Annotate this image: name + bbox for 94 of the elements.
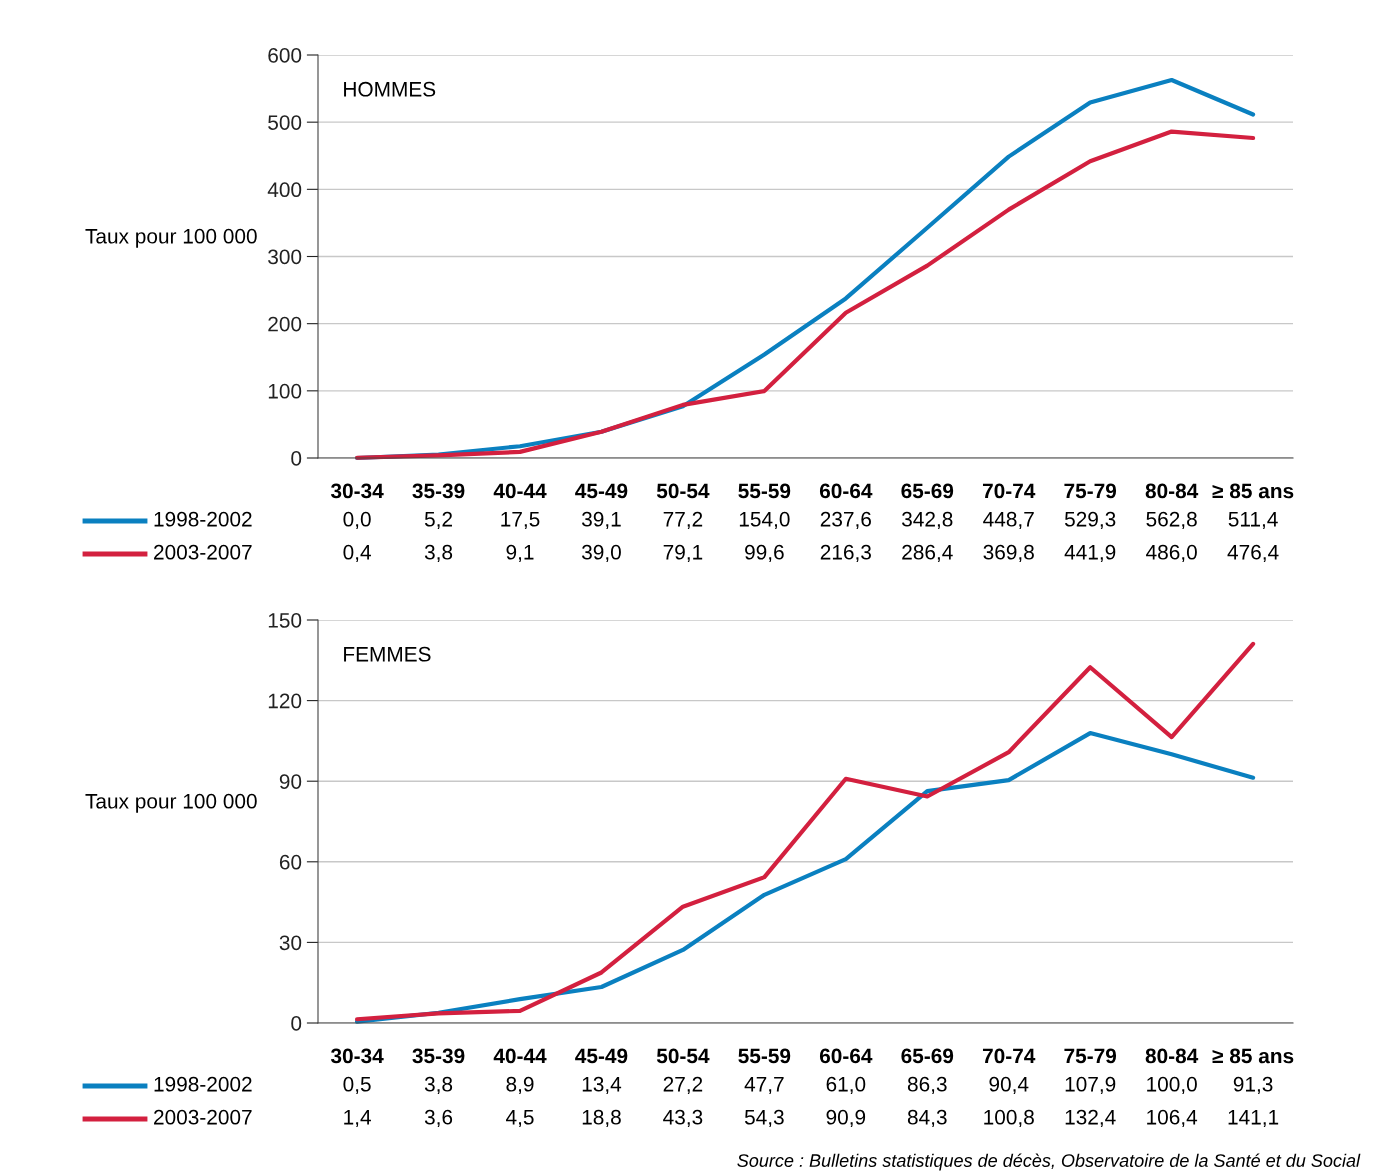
- data-label: 17,5: [501, 512, 540, 530]
- x-tick-label: 60-64: [819, 483, 873, 499]
- data-label: 511,4: [1228, 512, 1278, 530]
- x-tick-label: 40-44: [493, 483, 547, 499]
- y-tick-label: 0: [291, 1016, 302, 1031]
- y-tick-label: 200: [268, 316, 302, 332]
- x-tick-label: 80-84: [1145, 483, 1199, 499]
- data-label: 47,7: [744, 1077, 784, 1095]
- x-tick-label: 35-39: [412, 1048, 465, 1064]
- y-tick-label: 60: [279, 854, 302, 870]
- data-label: 13,4: [582, 1076, 622, 1095]
- y-tick-label: 120: [268, 693, 302, 709]
- source-note: Source : Bulletins statistiques de décès, Observatoire de la Santé et du Social: [737, 1153, 1361, 1171]
- data-label: 5,2: [424, 511, 452, 530]
- data-label: 141,1: [1228, 1110, 1279, 1128]
- y-tick-label: 600: [268, 48, 302, 63]
- legend-label: 1998-2002: [154, 511, 252, 527]
- y-tick-label: 100: [268, 383, 302, 399]
- data-label: 237,6: [820, 511, 871, 530]
- x-tick-label: 50-54: [656, 1048, 710, 1064]
- text: HOMMES: [344, 81, 436, 97]
- data-label: 9,1: [506, 544, 534, 563]
- data-label: 43,3: [663, 1109, 703, 1128]
- data-label: 3,8: [424, 544, 453, 563]
- data-label: 441,9: [1064, 544, 1116, 563]
- data-label: 99,6: [745, 544, 784, 563]
- y-tick-label: 150: [268, 613, 302, 628]
- x-tick-label: 40-44: [493, 1048, 547, 1064]
- data-label: 529,3: [1064, 511, 1116, 530]
- x-tick-label: 45-49: [575, 1048, 628, 1064]
- x-tick-label: 30-34: [330, 483, 384, 499]
- data-label: 3,6: [424, 1109, 453, 1128]
- data-label: 54,3: [744, 1109, 784, 1128]
- x-tick-label: 70-74: [982, 483, 1036, 499]
- data-label: 18,8: [582, 1109, 621, 1128]
- data-label: 77,2: [663, 511, 703, 530]
- data-label: 86,3: [907, 1076, 947, 1095]
- y-axis-title: Taux pour 100 000: [85, 793, 257, 813]
- data-label: 90,9: [826, 1109, 866, 1128]
- x-tick-label: 55-59: [738, 1048, 791, 1064]
- data-label: 562,8: [1146, 511, 1197, 530]
- data-label: 286,4: [902, 544, 953, 563]
- data-label: 369,8: [983, 544, 1034, 563]
- y-tick-label: 400: [267, 182, 302, 198]
- x-tick-label: 70-74: [982, 1048, 1036, 1064]
- data-label: 154,0: [739, 511, 790, 530]
- x-tick-label: ≥ 85 ans: [1212, 483, 1294, 499]
- data-label: 216,3: [820, 544, 871, 563]
- x-tick-label: 45-49: [575, 483, 628, 499]
- x-tick-label: 75-79: [1064, 1048, 1117, 1064]
- data-label: 107,9: [1065, 1076, 1116, 1095]
- data-label: 8,9: [506, 1076, 534, 1095]
- y-tick-label: 30: [279, 935, 302, 951]
- legend-label: 2003-2007: [154, 1109, 252, 1125]
- y-axis-title: Taux pour 100 000: [85, 228, 257, 248]
- y-tick-label: 500: [268, 115, 302, 130]
- data-label: 106,4: [1147, 1109, 1198, 1128]
- x-tick-label: 75-79: [1064, 483, 1117, 499]
- data-label: 79,1: [663, 544, 703, 563]
- x-tick-label: 55-59: [738, 483, 791, 499]
- y-tick-label: 0: [291, 451, 302, 466]
- data-label: 91,3: [1233, 1076, 1273, 1095]
- data-label: 448,7: [983, 511, 1034, 530]
- x-tick-label: 60-64: [819, 1048, 873, 1064]
- x-tick-label: 30-34: [330, 1048, 384, 1064]
- data-label: 100,0: [1147, 1076, 1197, 1095]
- data-label: 4,5: [506, 1110, 534, 1128]
- x-tick-label: 65-69: [901, 1048, 954, 1064]
- x-tick-label: 80-84: [1145, 1048, 1199, 1064]
- x-tick-label: 65-69: [901, 483, 954, 499]
- data-label: 90,4: [989, 1076, 1029, 1095]
- data-label: 342,8: [902, 511, 953, 530]
- data-label: 100,8: [984, 1109, 1034, 1128]
- data-label: 132,4: [1065, 1109, 1116, 1128]
- x-tick-label: ≥ 85 ans: [1212, 1048, 1294, 1064]
- x-tick-label: 50-54: [656, 483, 710, 499]
- y-tick-label: 90: [279, 774, 302, 789]
- data-label: 39,0: [581, 544, 621, 563]
- data-label: 84,3: [907, 1109, 947, 1128]
- y-tick-label: 300: [268, 249, 302, 265]
- legend-label: 2003-2007: [154, 544, 252, 560]
- x-tick-label: 35-39: [412, 483, 465, 499]
- data-label: 476,4: [1227, 544, 1279, 563]
- data-label: 0,4: [343, 544, 371, 563]
- data-label: 486,0: [1146, 544, 1197, 563]
- legend-label: 1998-2002: [154, 1076, 252, 1092]
- data-label: 27,2: [663, 1076, 703, 1095]
- data-label: 1,4: [344, 1110, 371, 1128]
- text: FEMMES: [344, 646, 431, 662]
- data-label: 0,5: [343, 1076, 371, 1095]
- data-label: 0,0: [343, 511, 371, 530]
- data-label: 39,1: [581, 511, 621, 530]
- data-label: 61,0: [826, 1076, 866, 1095]
- data-label: 3,8: [424, 1076, 453, 1095]
